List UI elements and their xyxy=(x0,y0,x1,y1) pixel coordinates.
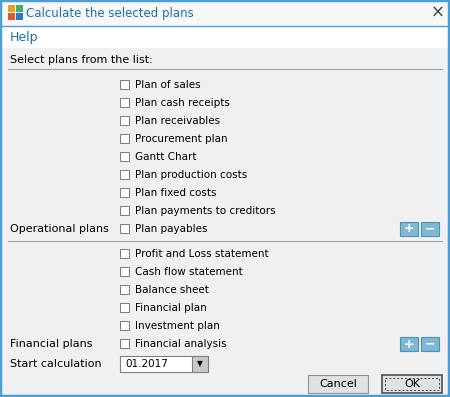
Text: Plan fixed costs: Plan fixed costs xyxy=(135,188,216,198)
Text: ×: × xyxy=(431,4,445,22)
Text: Plan payments to creditors: Plan payments to creditors xyxy=(135,206,275,216)
Bar xyxy=(120,116,129,125)
Text: Balance sheet: Balance sheet xyxy=(135,285,209,295)
Text: Select plans from the list:: Select plans from the list: xyxy=(10,55,153,65)
Bar xyxy=(120,249,129,258)
Bar xyxy=(120,152,129,161)
Text: Financial plans: Financial plans xyxy=(10,339,93,349)
Bar xyxy=(120,188,129,197)
Text: Plan cash receipts: Plan cash receipts xyxy=(135,98,230,108)
Bar xyxy=(120,356,208,372)
Bar xyxy=(1,1,449,27)
Bar xyxy=(120,303,129,312)
Bar xyxy=(421,222,439,236)
Text: −: − xyxy=(425,222,435,235)
Bar xyxy=(385,378,439,390)
Bar xyxy=(120,170,129,179)
Text: −: − xyxy=(425,337,435,351)
Text: +: + xyxy=(404,337,414,351)
Text: Start calculation: Start calculation xyxy=(10,359,102,369)
Bar xyxy=(16,13,23,20)
Text: +: + xyxy=(404,222,414,235)
Text: Cancel: Cancel xyxy=(319,379,357,389)
Bar xyxy=(120,98,129,107)
Bar xyxy=(8,13,15,20)
Text: Plan payables: Plan payables xyxy=(135,224,207,234)
Bar xyxy=(16,5,23,12)
Text: Plan receivables: Plan receivables xyxy=(135,116,220,126)
Bar xyxy=(421,337,439,351)
Bar xyxy=(1,48,449,396)
Bar xyxy=(192,356,208,372)
Bar xyxy=(120,206,129,215)
Text: ▼: ▼ xyxy=(197,360,203,368)
Bar xyxy=(308,375,368,393)
Bar xyxy=(120,224,129,233)
Bar xyxy=(1,26,449,48)
Bar xyxy=(120,285,129,294)
Text: OK: OK xyxy=(404,379,420,389)
Bar xyxy=(382,375,442,393)
Bar xyxy=(400,222,418,236)
Text: Cash flow statement: Cash flow statement xyxy=(135,267,243,277)
Text: Financial analysis: Financial analysis xyxy=(135,339,227,349)
Text: 01.2017: 01.2017 xyxy=(125,359,168,369)
Text: Gantt Chart: Gantt Chart xyxy=(135,152,197,162)
Text: Operational plans: Operational plans xyxy=(10,224,109,234)
Text: Investment plan: Investment plan xyxy=(135,321,220,331)
Text: Plan production costs: Plan production costs xyxy=(135,170,247,180)
Bar xyxy=(400,337,418,351)
Bar xyxy=(120,80,129,89)
Text: Profit and Loss statement: Profit and Loss statement xyxy=(135,249,269,259)
Bar xyxy=(8,5,15,12)
Text: Financial plan: Financial plan xyxy=(135,303,207,313)
Bar xyxy=(120,339,129,348)
Text: Help: Help xyxy=(10,31,39,44)
Text: Procurement plan: Procurement plan xyxy=(135,134,228,144)
Text: Calculate the selected plans: Calculate the selected plans xyxy=(26,6,194,19)
Text: Plan of sales: Plan of sales xyxy=(135,80,201,90)
Bar xyxy=(120,134,129,143)
Bar xyxy=(120,321,129,330)
Bar xyxy=(120,267,129,276)
